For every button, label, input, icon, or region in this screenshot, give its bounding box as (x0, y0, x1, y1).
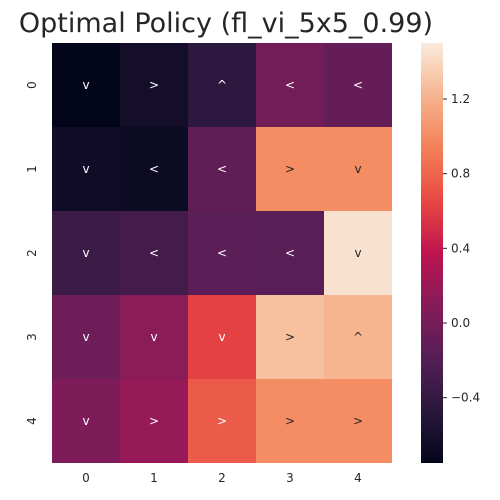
heatmap-cell (120, 43, 188, 127)
heatmap-cell (52, 127, 120, 211)
cell-annotation: v (82, 78, 89, 92)
cell-annotation: < (149, 246, 159, 260)
cell-annotation: v (82, 414, 89, 428)
heatmap-cell (120, 211, 188, 295)
colorbar: −0.4 0.0 0.4 0.8 1.2 (421, 43, 480, 463)
cell-annotation: < (285, 78, 295, 92)
heatmap-cell (256, 379, 324, 463)
heatmap-cell (256, 43, 324, 127)
heatmap-cell (188, 379, 256, 463)
heatmap-cell (120, 127, 188, 211)
heatmap-cell (256, 295, 324, 379)
y-tick-label: 4 (25, 417, 39, 425)
heatmap-cell (324, 211, 392, 295)
y-tick-label: 2 (25, 249, 39, 257)
colorbar-tick-label: −0.4 (451, 391, 480, 405)
cell-annotation: < (149, 162, 159, 176)
cell-annotation: > (285, 162, 295, 176)
heatmap-cell (188, 127, 256, 211)
cell-annotation: > (217, 414, 227, 428)
chart-title: Optimal Policy (fl_vi_5x5_0.99) (18, 8, 434, 39)
cell-annotation: v (82, 330, 89, 344)
x-tick-label: 1 (150, 471, 158, 485)
cell-annotation: < (353, 78, 363, 92)
colorbar-tick-label: 1.2 (451, 92, 470, 106)
x-tick-label: 2 (218, 471, 226, 485)
x-tick-label: 4 (354, 471, 362, 485)
cell-annotation: ^ (353, 330, 363, 344)
cell-annotation: ^ (217, 78, 227, 92)
colorbar-gradient (421, 43, 443, 463)
heatmap-cell (256, 211, 324, 295)
y-axis: 0 1 2 3 4 (25, 81, 39, 425)
colorbar-tick-label: 0.0 (451, 316, 470, 330)
heatmap-cell (52, 43, 120, 127)
cell-annotation: > (285, 330, 295, 344)
colorbar-tick-label: 0.4 (451, 241, 470, 255)
heatmap-cell (188, 211, 256, 295)
cell-annotation: > (149, 78, 159, 92)
heatmap-cell (256, 127, 324, 211)
heatmap-cell (324, 43, 392, 127)
cell-annotation: < (217, 162, 227, 176)
y-tick-label: 3 (25, 333, 39, 341)
heatmap-cell (52, 211, 120, 295)
cell-annotation: > (149, 414, 159, 428)
heatmap-cell (324, 379, 392, 463)
x-tick-label: 0 (82, 471, 90, 485)
cell-annotation: v (82, 246, 89, 260)
cell-annotation: < (285, 246, 295, 260)
heatmap-cell (188, 295, 256, 379)
cell-annotation: v (354, 246, 361, 260)
y-tick-label: 1 (25, 165, 39, 173)
cell-annotation: v (354, 162, 361, 176)
heatmap-cell (52, 295, 120, 379)
heatmap-cell (52, 379, 120, 463)
heatmap-cell (324, 295, 392, 379)
colorbar-tick-label: 0.8 (451, 167, 470, 181)
x-tick-label: 3 (286, 471, 294, 485)
x-axis: 0 1 2 3 4 (82, 471, 362, 485)
y-tick-label: 0 (25, 81, 39, 89)
cell-annotation: > (285, 414, 295, 428)
heatmap-cell (324, 127, 392, 211)
cell-annotation: v (82, 162, 89, 176)
cell-annotation: > (353, 414, 363, 428)
heatmap-cell (120, 379, 188, 463)
heatmap-cell (188, 43, 256, 127)
heatmap-cell (120, 295, 188, 379)
heatmap-cells: v > ^ < < v < < > v v < < < v v v v > ^ v > > > > (52, 43, 392, 463)
cell-annotation: v (150, 330, 157, 344)
cell-annotation: < (217, 246, 227, 260)
cell-annotation: v (218, 330, 225, 344)
